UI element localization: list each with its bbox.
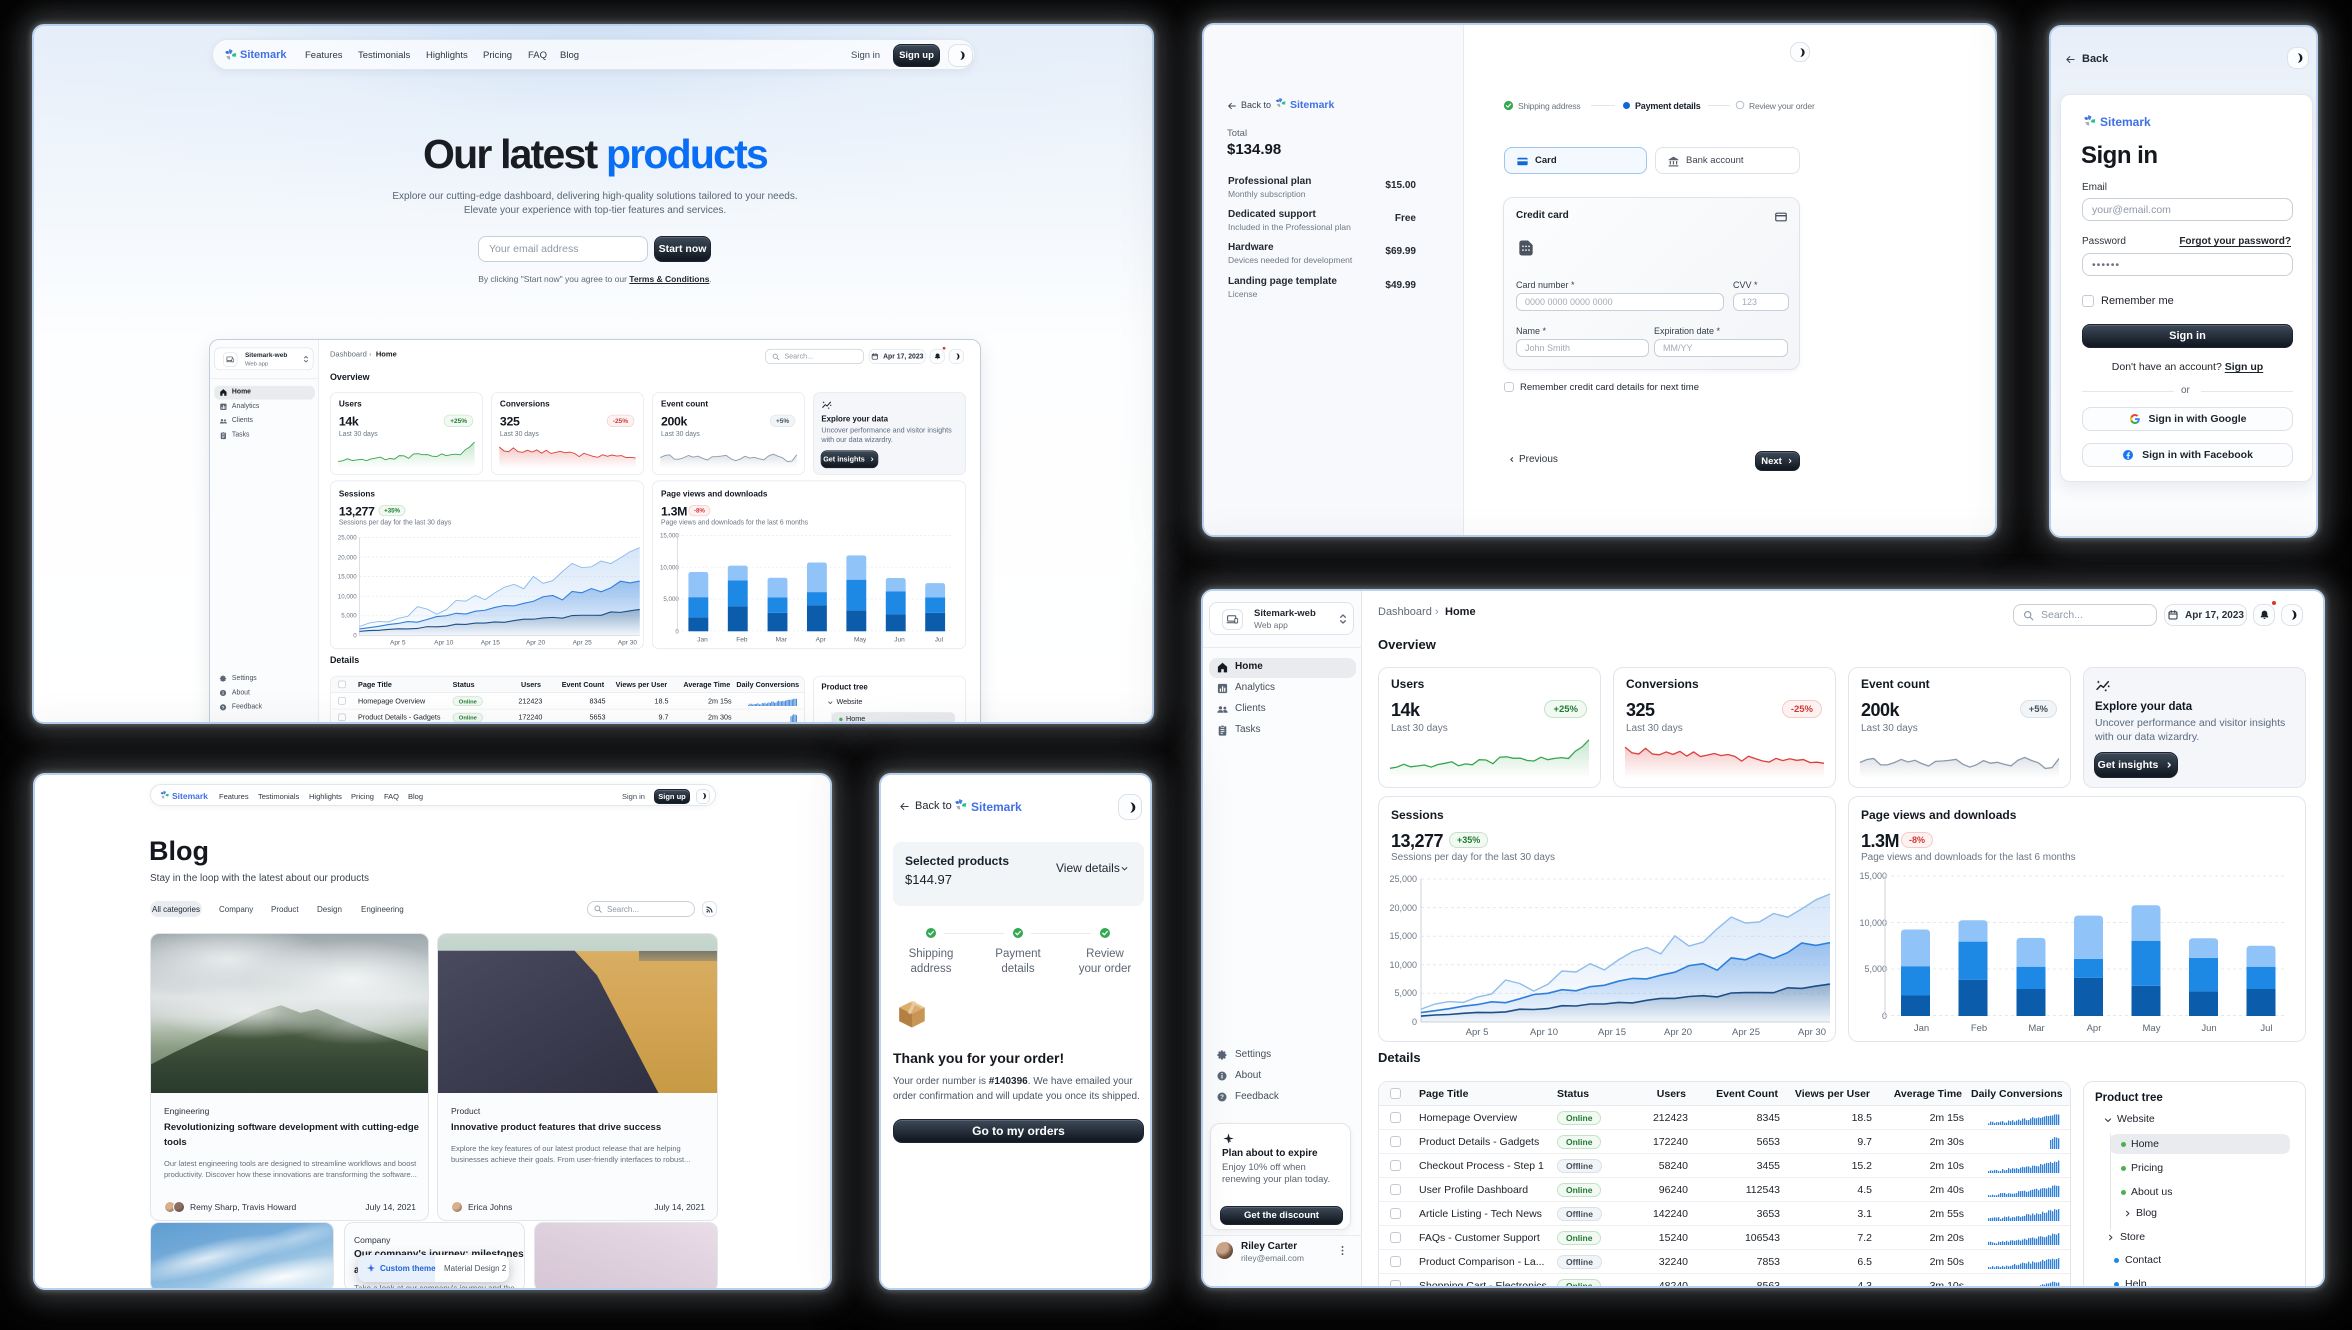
- svg-text:?: ?: [1220, 1094, 1224, 1101]
- svg-text:?: ?: [222, 705, 225, 710]
